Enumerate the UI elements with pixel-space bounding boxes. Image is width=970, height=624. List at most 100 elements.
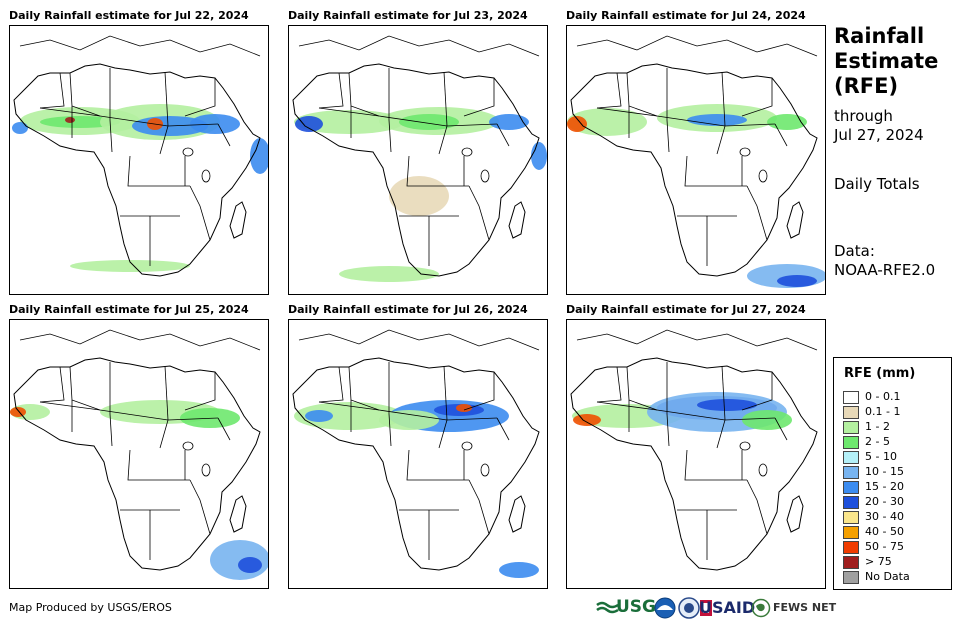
country-border	[406, 155, 469, 187]
country-border	[39, 107, 219, 127]
africa-map	[567, 35, 825, 288]
panel-title: Daily Rainfall estimate for Jul 27, 2024	[566, 303, 806, 316]
rainfall-map-jul24	[566, 25, 826, 295]
legend-label: > 75	[865, 555, 892, 568]
madagascar-outline	[786, 201, 804, 239]
rainfall-map-jul25	[9, 319, 269, 589]
country-border	[716, 419, 726, 449]
usaid-logo-text: USAID	[699, 598, 756, 617]
fewsnet-logo-text: FEWS NET	[773, 601, 837, 614]
legend-swatch	[843, 391, 859, 404]
lake-outline	[182, 441, 194, 451]
northern-coastline	[298, 35, 540, 57]
country-border	[159, 125, 169, 155]
country-border	[626, 366, 658, 411]
rainfall-area	[567, 108, 647, 136]
lake-outline	[461, 147, 473, 157]
country-border	[774, 123, 788, 147]
rainfall-area	[40, 116, 120, 128]
rainfall-area	[767, 114, 807, 130]
country-border	[318, 72, 344, 109]
northern-coastline	[19, 329, 261, 351]
usgs-logo-text: USGS	[616, 597, 669, 617]
country-border	[189, 479, 211, 535]
legend-label: 1 - 2	[865, 420, 890, 433]
legend-label: 15 - 20	[865, 480, 904, 493]
country-border	[184, 78, 216, 117]
country-border	[109, 413, 113, 447]
africa-map	[10, 329, 268, 580]
rainfall-area	[379, 410, 439, 430]
madagascar-outline	[786, 495, 804, 533]
madagascar-outline	[508, 495, 526, 533]
rainfall-area	[499, 562, 539, 578]
country-border	[596, 72, 622, 109]
lake-outline	[480, 169, 490, 183]
legend-label: 5 - 10	[865, 450, 897, 463]
doc-seal-icon	[678, 597, 700, 619]
country-border	[496, 417, 510, 441]
rainfall-area	[456, 404, 472, 412]
madagascar-outline	[508, 201, 526, 239]
africa-coastline	[570, 357, 818, 571]
country-border	[164, 365, 169, 421]
country-border	[463, 372, 495, 411]
country-border	[388, 413, 392, 447]
rainfall-map-jul26	[288, 319, 548, 589]
rainfall-area	[687, 114, 747, 126]
country-border	[217, 123, 231, 147]
country-border	[406, 449, 469, 481]
lake-outline	[758, 463, 768, 477]
rainfall-area	[339, 266, 439, 282]
africa-coastline	[292, 357, 540, 571]
rfe-legend: RFE (mm) 0 - 0.1 0.1 - 1 1 - 2 2 - 5 5 - 10 1…	[833, 357, 952, 590]
rainfall-area	[742, 410, 792, 430]
country-border	[348, 72, 380, 117]
country-border	[741, 372, 773, 411]
africa-coastline	[292, 63, 540, 277]
lake-outline	[201, 169, 211, 183]
rainfall-area	[70, 260, 190, 272]
rainfall-area	[389, 176, 449, 216]
legend-label: 50 - 75	[865, 540, 904, 553]
rainfall-area	[777, 275, 817, 287]
country-border	[443, 71, 448, 127]
legend-swatch	[843, 541, 859, 554]
country-border	[39, 72, 65, 109]
country-border	[69, 366, 101, 411]
legend-swatch	[843, 526, 859, 539]
panel-title: Daily Rainfall estimate for Jul 23, 2024	[288, 9, 528, 22]
country-border	[684, 155, 747, 187]
rainfall-area	[697, 399, 757, 411]
legend-swatch	[843, 436, 859, 449]
main-title: Rainfall Estimate (RFE)	[834, 24, 939, 98]
country-border	[438, 125, 448, 155]
rainfall-map-jul22	[9, 25, 269, 295]
northern-coastline	[576, 329, 818, 351]
africa-coastline	[13, 357, 261, 571]
legend-label: 2 - 5	[865, 435, 890, 448]
country-border	[164, 71, 169, 127]
country-border	[746, 185, 768, 241]
legend-swatch	[843, 406, 859, 419]
data-label: Data:	[834, 242, 875, 260]
africa-map	[292, 329, 540, 578]
lake-outline	[739, 441, 751, 451]
legend-label: 20 - 30	[865, 495, 904, 508]
country-border	[596, 107, 776, 127]
africa-coastline	[570, 63, 818, 277]
country-border	[596, 366, 622, 403]
country-border	[39, 366, 65, 403]
legend-swatch	[843, 451, 859, 464]
madagascar-outline	[229, 495, 247, 533]
country-border	[127, 449, 190, 481]
rainfall-map-jul27	[566, 319, 826, 589]
rainfall-area	[250, 138, 268, 174]
country-border	[438, 419, 448, 449]
legend-label: 10 - 15	[865, 465, 904, 478]
lake-outline	[461, 441, 473, 451]
country-border	[596, 401, 776, 421]
country-border	[774, 417, 788, 441]
northern-coastline	[298, 329, 540, 351]
panel-title: Daily Rainfall estimate for Jul 22, 2024	[9, 9, 249, 22]
